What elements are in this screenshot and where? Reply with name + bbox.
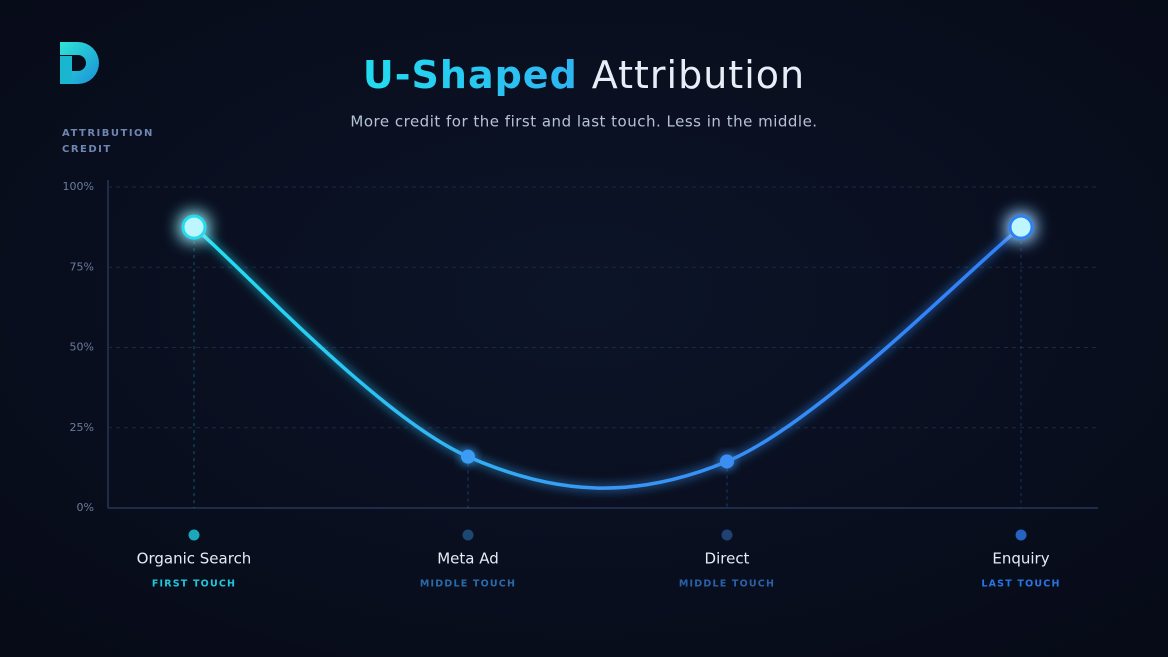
x-tick-label: Enquiry [992,550,1049,568]
category-dot [188,529,200,541]
y-tick-label: 75% [70,260,94,273]
chart-title: U-Shaped Attribution [363,53,805,97]
category-role: LAST TOUCH [981,579,1060,590]
x-tick-label: Organic Search [137,550,252,568]
logo [60,42,99,84]
title-text: Attribution [592,53,805,97]
subtitle: More credit for the first and last touch… [350,113,817,131]
x-tick-label: Meta Ad [437,550,499,568]
y-tick-label: 100% [63,180,94,193]
y-tick-label: 0% [77,501,94,514]
title-highlight: U-Shaped [363,53,578,97]
x-tick-label: Direct [705,550,750,568]
data-point [461,449,475,464]
category-role: MIDDLE TOUCH [420,579,516,590]
category-dot [462,529,474,541]
category-role: MIDDLE TOUCH [679,579,775,590]
data-point [1008,214,1034,240]
y-tick-label: 50% [70,341,94,354]
data-point [181,214,207,240]
attribution-curve [192,225,1023,490]
category-role: FIRST TOUCH [152,579,236,590]
y-axis-label: ATTRIBUTION [62,128,154,139]
y-axis-label: CREDIT [62,144,112,155]
y-tick-label: 25% [70,421,94,434]
category-dot [1015,529,1027,541]
category-dot [721,529,733,541]
data-point [720,454,734,469]
